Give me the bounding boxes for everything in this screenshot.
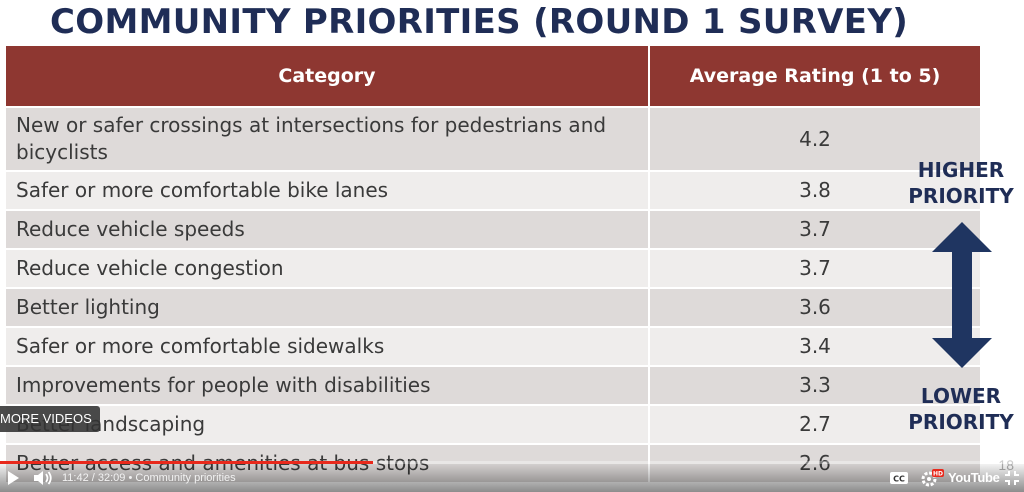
category-cell: Better lighting — [6, 287, 650, 327]
category-cell: Reduce vehicle speeds — [6, 209, 650, 249]
category-cell: Safer or more comfortable bike lanes — [6, 170, 650, 210]
youtube-logo[interactable]: YouTube — [948, 470, 1000, 485]
rating-cell: 2.7 — [649, 404, 980, 444]
current-time: 11:42 — [62, 472, 89, 484]
captions-button[interactable]: CC — [886, 464, 912, 492]
table-header-row: Category Average Rating (1 to 5) — [6, 46, 980, 107]
rating-cell: 4.2 — [649, 106, 980, 171]
exit-fullscreen-button[interactable] — [1002, 464, 1022, 492]
category-cell: Improvements for people with disabilitie… — [6, 365, 650, 405]
time-separator: / — [88, 472, 98, 484]
higher-label-line1: HIGHER — [917, 158, 1005, 182]
header-average-rating: Average Rating (1 to 5) — [649, 46, 980, 107]
play-button[interactable] — [2, 464, 24, 492]
table-row: Better lighting 3.6 — [6, 287, 980, 327]
higher-label-line2: PRIORITY — [908, 184, 1014, 208]
captions-icon: CC — [890, 472, 908, 484]
rating-cell: 3.4 — [649, 326, 980, 366]
table-row: Safer or more comfortable sidewalks 3.4 — [6, 326, 980, 366]
table-row: Improvements for people with disabilitie… — [6, 365, 980, 405]
table-row: Reduce vehicle congestion 3.7 — [6, 248, 980, 288]
category-cell: Better landscaping — [6, 404, 650, 444]
settings-button[interactable]: HD — [918, 464, 946, 492]
chapter-title[interactable]: Community priorities — [135, 472, 236, 484]
slide-title: COMMUNITY PRIORITIES (ROUND 1 SURVEY) — [50, 2, 909, 42]
more-videos-button[interactable]: MORE VIDEOS — [0, 406, 100, 432]
table-row: Safer or more comfortable bike lanes 3.8 — [6, 170, 980, 210]
settings-icon: HD — [921, 469, 944, 487]
cc-label: CC — [893, 475, 905, 484]
higher-priority-label: HIGHER PRIORITY — [906, 157, 1016, 209]
lower-priority-label: LOWER PRIORITY — [906, 383, 1016, 435]
header-category: Category — [6, 46, 650, 107]
category-cell: Reduce vehicle congestion — [6, 248, 650, 288]
table-row: New or safer crossings at intersections … — [6, 106, 980, 171]
hd-badge: HD — [933, 471, 943, 478]
slide-page-number: 18 — [998, 457, 1014, 473]
chapter-separator: • — [125, 472, 136, 484]
rating-cell: 3.3 — [649, 365, 980, 405]
duration: 32:09 — [97, 472, 126, 484]
volume-icon — [34, 471, 52, 485]
category-cell: New or safer crossings at intersections … — [6, 106, 650, 171]
rating-cell: 3.7 — [649, 209, 980, 249]
table-row: Better landscaping 2.7 — [6, 404, 980, 444]
rating-cell: 2.6 — [649, 443, 980, 482]
lower-label-line2: PRIORITY — [908, 410, 1014, 434]
player-controls: 11:42 / 32:09 • Community priorities CC … — [0, 464, 1024, 492]
priorities-table-container: Category Average Rating (1 to 5) New or … — [6, 46, 980, 492]
table-row: Reduce vehicle speeds 3.7 — [6, 209, 980, 249]
progress-bar[interactable] — [0, 461, 1024, 464]
lower-label-line1: LOWER — [920, 384, 1002, 408]
play-icon — [8, 471, 19, 485]
progress-bar-played — [0, 461, 373, 464]
double-arrow-icon — [932, 222, 992, 368]
category-cell: Safer or more comfortable sidewalks — [6, 326, 650, 366]
priorities-table: Category Average Rating (1 to 5) New or … — [6, 46, 980, 482]
exit-fullscreen-icon — [1005, 471, 1019, 485]
volume-button[interactable] — [30, 464, 56, 492]
rating-cell: 3.8 — [649, 170, 980, 210]
rating-cell: 3.7 — [649, 248, 980, 288]
rating-cell: 3.6 — [649, 287, 980, 327]
time-display: 11:42 / 32:09 • Community priorities — [62, 464, 236, 492]
